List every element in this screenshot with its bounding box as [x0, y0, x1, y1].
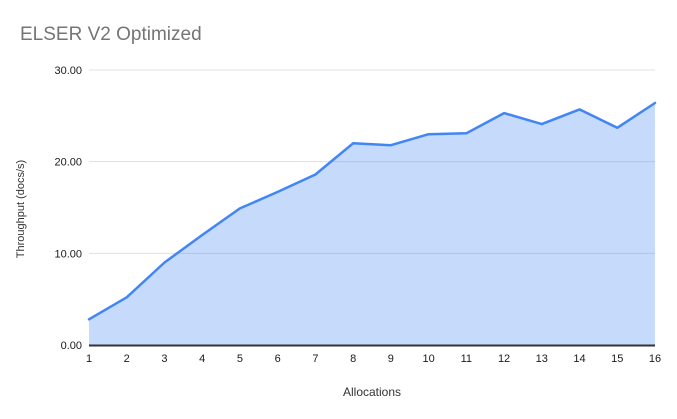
x-tick-label: 4 — [199, 353, 205, 365]
x-tick-label: 14 — [573, 353, 585, 365]
x-tick-label: 5 — [237, 353, 243, 365]
x-tick-label: 1 — [86, 353, 92, 365]
x-tick-label: 3 — [161, 353, 167, 365]
x-tick-label: 6 — [275, 353, 281, 365]
series-line — [87, 101, 657, 321]
x-tick-label: 15 — [611, 353, 623, 365]
grid-layer — [89, 69, 655, 254]
x-tick-label: 2 — [124, 353, 130, 365]
y-tick-label: 10.00 — [54, 248, 82, 260]
x-axis-title: Allocations — [342, 385, 402, 399]
x-tick-label: 8 — [350, 353, 356, 365]
x-tick-label: 13 — [536, 353, 548, 365]
y-tick-label: 20.00 — [54, 157, 82, 169]
x-tick-label: 7 — [312, 353, 318, 365]
y-tick-label: 30.00 — [54, 65, 82, 77]
series-area — [89, 103, 655, 345]
x-tick-label: 11 — [461, 353, 472, 365]
x-tick-label: 10 — [422, 353, 434, 365]
y-axis-title: Throughput (docs/s) — [15, 159, 27, 259]
x-tick-label: 16 — [649, 353, 661, 365]
chart-title: ELSER V2 Optimized — [20, 24, 202, 45]
series-layer — [87, 101, 657, 345]
x-tick-label: 12 — [498, 353, 510, 365]
x-tick-label: 9 — [388, 353, 394, 365]
y-tick-label: 0.00 — [61, 340, 82, 352]
